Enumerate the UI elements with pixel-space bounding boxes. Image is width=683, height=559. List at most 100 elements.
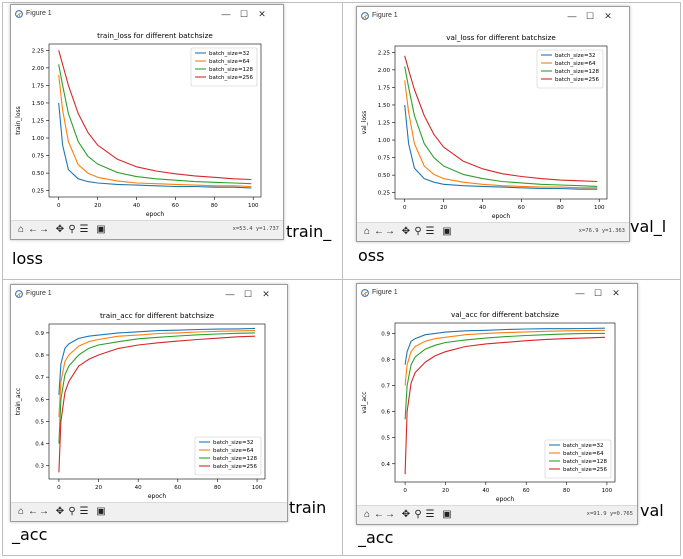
series-line-batch_size-32 [58, 327, 256, 395]
window-titlebar: Figure 1 — ☐ ✕ [357, 284, 637, 303]
y-tick-label: 0.3 [35, 464, 44, 470]
zoom-icon[interactable]: ⚲ [68, 506, 76, 517]
y-tick-label: 0.25 [378, 191, 391, 197]
series-line-batch_size-256 [58, 335, 256, 473]
series-line-batch_size-128 [404, 66, 598, 187]
zoom-icon[interactable]: ⚲ [68, 224, 76, 235]
matplotlib-logo-icon [15, 290, 23, 298]
home-icon[interactable]: ⌂ [363, 509, 371, 520]
configure-subplots-icon[interactable]: ☰ [79, 224, 89, 235]
series-line-batch_size-32 [58, 102, 252, 189]
back-arrow-icon[interactable]: ← [374, 509, 384, 520]
y-tick-label: 0.4 [35, 442, 44, 448]
legend-entry: batch_size=32 [209, 51, 250, 57]
series-line-batch_size-256 [58, 50, 252, 181]
pan-icon[interactable]: ✥ [401, 509, 411, 520]
series-line-batch_size-32 [404, 327, 605, 365]
home-icon[interactable]: ⌂ [17, 506, 25, 517]
y-tick-label: 0.6 [35, 397, 44, 403]
minimize-icon[interactable]: — [567, 11, 577, 21]
y-tick-label: 0.7 [35, 375, 44, 381]
figure-window-val-acc[interactable]: Figure 1 — ☐ ✕ val_acc for different batchsi… [356, 283, 638, 525]
plot-canvas[interactable]: train_loss for different batchsize 0 20 40 6… [11, 24, 283, 221]
grid-cell-val-acc [342, 279, 681, 556]
figure-window-train-acc[interactable]: Figure 1 — ☐ ✕ train_acc for different batch… [10, 284, 288, 522]
pan-icon[interactable]: ✥ [401, 226, 411, 237]
y-tick-label: 0.75 [378, 156, 391, 162]
y-tick-label: 2.25 [378, 50, 391, 56]
forward-arrow-icon[interactable]: → [385, 226, 395, 237]
plot-canvas[interactable]: val_loss for different batchsize 0 20 40 60 8… [357, 26, 629, 223]
legend-entry: batch_size=32 [555, 53, 596, 59]
home-icon[interactable]: ⌂ [17, 224, 25, 235]
x-tick-label: 20 [95, 485, 102, 491]
home-icon[interactable]: ⌂ [363, 226, 371, 237]
x-tick-label: 0 [403, 205, 407, 211]
save-icon[interactable]: ▣ [442, 509, 452, 520]
close-icon[interactable]: ✕ [258, 9, 266, 19]
x-tick-label: 100 [602, 488, 613, 494]
y-tick-label: 0.50 [378, 173, 391, 179]
minimize-icon[interactable]: — [221, 9, 231, 19]
y-tick-label: 1.00 [378, 138, 391, 144]
save-icon[interactable]: ▣ [96, 506, 106, 517]
zoom-icon[interactable]: ⚲ [414, 509, 422, 520]
plot-canvas[interactable]: val_acc for different batchsize 0 20 40 60 80… [357, 303, 637, 506]
forward-arrow-icon[interactable]: → [39, 224, 49, 235]
y-tick-label: 0.5 [35, 419, 44, 425]
legend-entry: batch_size=128 [563, 459, 608, 465]
pan-icon[interactable]: ✥ [55, 224, 65, 235]
forward-arrow-icon[interactable]: → [385, 509, 395, 520]
close-icon[interactable]: ✕ [604, 11, 612, 21]
figure-window-train-loss[interactable]: Figure 1 — ☐ ✕ train_loss for different batc… [10, 4, 284, 240]
maximize-icon[interactable]: ☐ [243, 289, 253, 299]
navigation-toolbar: ⌂ ← → ✥ ⚲ ☰ ▣ x=91.9 y=0.765 [357, 505, 637, 524]
series-line-batch_size-256 [404, 336, 605, 475]
series-line-batch_size-256 [404, 55, 598, 183]
close-icon[interactable]: ✕ [612, 288, 620, 298]
x-tick-label: 20 [440, 205, 447, 211]
y-axis-label: val_loss [361, 111, 368, 134]
minimize-icon[interactable]: — [225, 289, 235, 299]
y-tick-label: 0.75 [32, 154, 45, 160]
y-axis-label: train_loss [15, 106, 22, 135]
legend-entry: batch_size=256 [209, 75, 254, 81]
caption-train-loss-part2: loss [12, 249, 43, 268]
pan-icon[interactable]: ✥ [55, 506, 65, 517]
zoom-icon[interactable]: ⚲ [414, 226, 422, 237]
maximize-icon[interactable]: ☐ [585, 11, 595, 21]
configure-subplots-icon[interactable]: ☰ [425, 226, 435, 237]
maximize-icon[interactable]: ☐ [593, 288, 603, 298]
chart-title: val_acc for different batchsize [451, 310, 560, 319]
back-arrow-icon[interactable]: ← [374, 226, 384, 237]
navigation-toolbar: ⌂ ← → ✥ ⚲ ☰ ▣ x=76.9 y=1.363 [357, 222, 629, 241]
back-arrow-icon[interactable]: ← [28, 224, 38, 235]
series-line-batch_size-128 [404, 332, 605, 420]
close-icon[interactable]: ✕ [262, 289, 270, 299]
legend-entry: batch_size=32 [563, 443, 604, 449]
save-icon[interactable]: ▣ [442, 226, 452, 237]
plot-canvas[interactable]: train_acc for different batchsize 0 20 40 60… [11, 304, 287, 503]
navigation-toolbar: ⌂ ← → ✥ ⚲ ☰ ▣ [11, 502, 287, 521]
configure-subplots-icon[interactable]: ☰ [79, 506, 89, 517]
caption-val-acc-part1: val [640, 501, 664, 520]
x-tick-label: 40 [482, 488, 489, 494]
minimize-icon[interactable]: — [575, 288, 585, 298]
x-tick-label: 60 [172, 203, 179, 209]
x-tick-label: 80 [563, 488, 570, 494]
matplotlib-logo-icon [361, 12, 369, 20]
y-tick-label: 0.7 [381, 384, 390, 390]
figure-window-val-loss[interactable]: Figure 1 — ☐ ✕ val_loss for different batchs… [356, 6, 630, 242]
configure-subplots-icon[interactable]: ☰ [425, 509, 435, 520]
legend-entry: batch_size=64 [209, 59, 250, 65]
y-tick-label: 0.8 [381, 357, 390, 363]
navigation-toolbar: ⌂ ← → ✥ ⚲ ☰ ▣ x=53.4 y=1.737 [11, 220, 283, 239]
back-arrow-icon[interactable]: ← [28, 506, 38, 517]
y-tick-label: 2.25 [32, 48, 45, 54]
legend-box [544, 439, 612, 479]
x-axis-label: epoch [492, 213, 510, 220]
maximize-icon[interactable]: ☐ [239, 9, 249, 19]
grid-cell-train-acc [2, 279, 343, 556]
save-icon[interactable]: ▣ [96, 224, 106, 235]
forward-arrow-icon[interactable]: → [39, 506, 49, 517]
